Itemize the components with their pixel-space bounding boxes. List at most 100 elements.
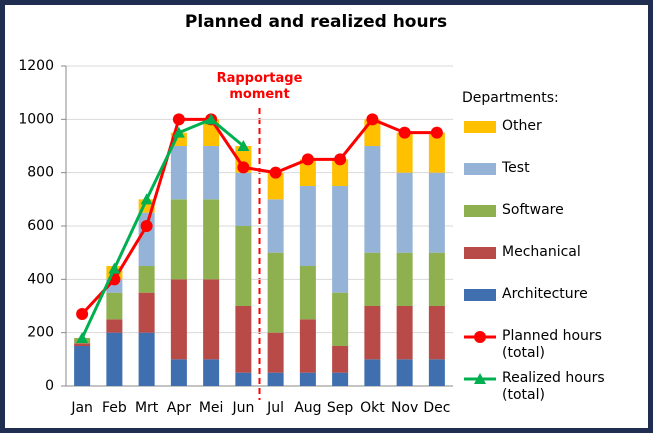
bar	[396, 172, 413, 253]
marker	[366, 113, 379, 126]
bar	[170, 279, 187, 360]
legend-item: Software	[462, 202, 642, 244]
legend-item: Test	[462, 160, 642, 202]
bar	[396, 306, 413, 360]
x-tick-label: Jan	[70, 400, 93, 416]
bar	[203, 146, 220, 200]
bar	[203, 199, 220, 280]
bar	[396, 252, 413, 306]
legend-item: Planned hours (total)	[462, 328, 642, 370]
y-tick-label: 200	[27, 325, 54, 341]
y-tick-label: 1000	[18, 111, 54, 127]
bar	[106, 319, 123, 333]
bar	[170, 359, 187, 386]
x-tick-label: Mrt	[135, 400, 159, 416]
marker	[172, 126, 185, 138]
y-tick-label: 1200	[18, 58, 54, 74]
legend-rect	[464, 247, 496, 259]
x-tick-label: Nov	[391, 400, 418, 416]
bar	[332, 159, 349, 186]
bar	[203, 359, 220, 386]
bar	[235, 372, 252, 386]
bar	[299, 186, 316, 266]
bar	[235, 306, 252, 373]
legend: Departments: Other Test Software Mechanical…	[462, 90, 642, 412]
x-tick-label: Sep	[327, 400, 354, 416]
bar	[138, 332, 155, 386]
bar	[428, 252, 445, 306]
bar	[267, 332, 284, 373]
legend-swatch	[464, 205, 496, 217]
bar	[428, 306, 445, 360]
bar	[364, 146, 381, 253]
legend-item: Mechanical	[462, 244, 642, 286]
bar	[299, 372, 316, 386]
bar	[299, 319, 316, 373]
bar	[428, 172, 445, 253]
bar	[106, 292, 123, 320]
y-tick-label: 800	[27, 165, 54, 181]
marker	[140, 193, 153, 205]
legend-swatch	[464, 247, 496, 259]
legend-swatch	[464, 373, 496, 384]
marker	[474, 331, 486, 343]
bar	[138, 266, 155, 293]
bar	[235, 172, 252, 226]
legend-title: Departments:	[462, 90, 559, 106]
bar	[74, 343, 91, 346]
x-tick-label: Jun	[231, 400, 254, 416]
legend-label: Architecture	[502, 286, 588, 302]
marker	[205, 113, 218, 125]
marker	[76, 332, 89, 343]
bar	[106, 332, 123, 386]
marker	[269, 166, 282, 179]
bar	[267, 172, 284, 200]
bar	[74, 346, 91, 386]
legend-swatch	[464, 289, 496, 301]
bar	[332, 372, 349, 386]
legend-label: Test	[502, 160, 530, 176]
legend-label: Realized hours (total)	[502, 370, 605, 403]
legend-item: Other	[462, 118, 642, 160]
marker	[172, 113, 185, 126]
bar	[138, 292, 155, 333]
chart-title: Planned and realized hours	[185, 12, 447, 32]
legend-label: Planned hours (total)	[502, 328, 602, 361]
marker	[108, 262, 121, 274]
marker	[140, 220, 153, 232]
bar	[170, 146, 187, 200]
x-tick-label: Feb	[102, 400, 127, 416]
y-tick-label: 400	[27, 271, 54, 287]
marker	[430, 126, 443, 139]
legend-label: Software	[502, 202, 564, 218]
legend-item: Realized hours (total)	[462, 370, 642, 412]
legend-rect	[464, 289, 496, 301]
legend-rect	[464, 121, 496, 133]
legend-swatch	[464, 163, 496, 175]
marker	[76, 308, 89, 320]
x-tick-label: Jul	[266, 400, 284, 416]
marker	[334, 153, 347, 166]
annotation: Rapportage moment	[217, 71, 303, 102]
marker	[398, 126, 411, 139]
marker	[301, 153, 314, 166]
bar	[396, 359, 413, 386]
x-tick-label: Dec	[423, 400, 450, 416]
bar	[364, 359, 381, 386]
legend-rect	[464, 205, 496, 217]
bar	[235, 226, 252, 306]
x-tick-label: Apr	[167, 400, 191, 416]
x-tick-label: Okt	[360, 400, 385, 416]
legend-swatch	[464, 121, 496, 133]
x-tick-label: Aug	[294, 400, 321, 416]
legend-label: Mechanical	[502, 244, 581, 260]
bar	[267, 372, 284, 386]
bar	[299, 266, 316, 320]
marker	[474, 373, 486, 384]
bar	[299, 159, 316, 186]
bar	[428, 132, 445, 173]
bar	[267, 252, 284, 333]
legend-label: Other	[502, 118, 542, 134]
